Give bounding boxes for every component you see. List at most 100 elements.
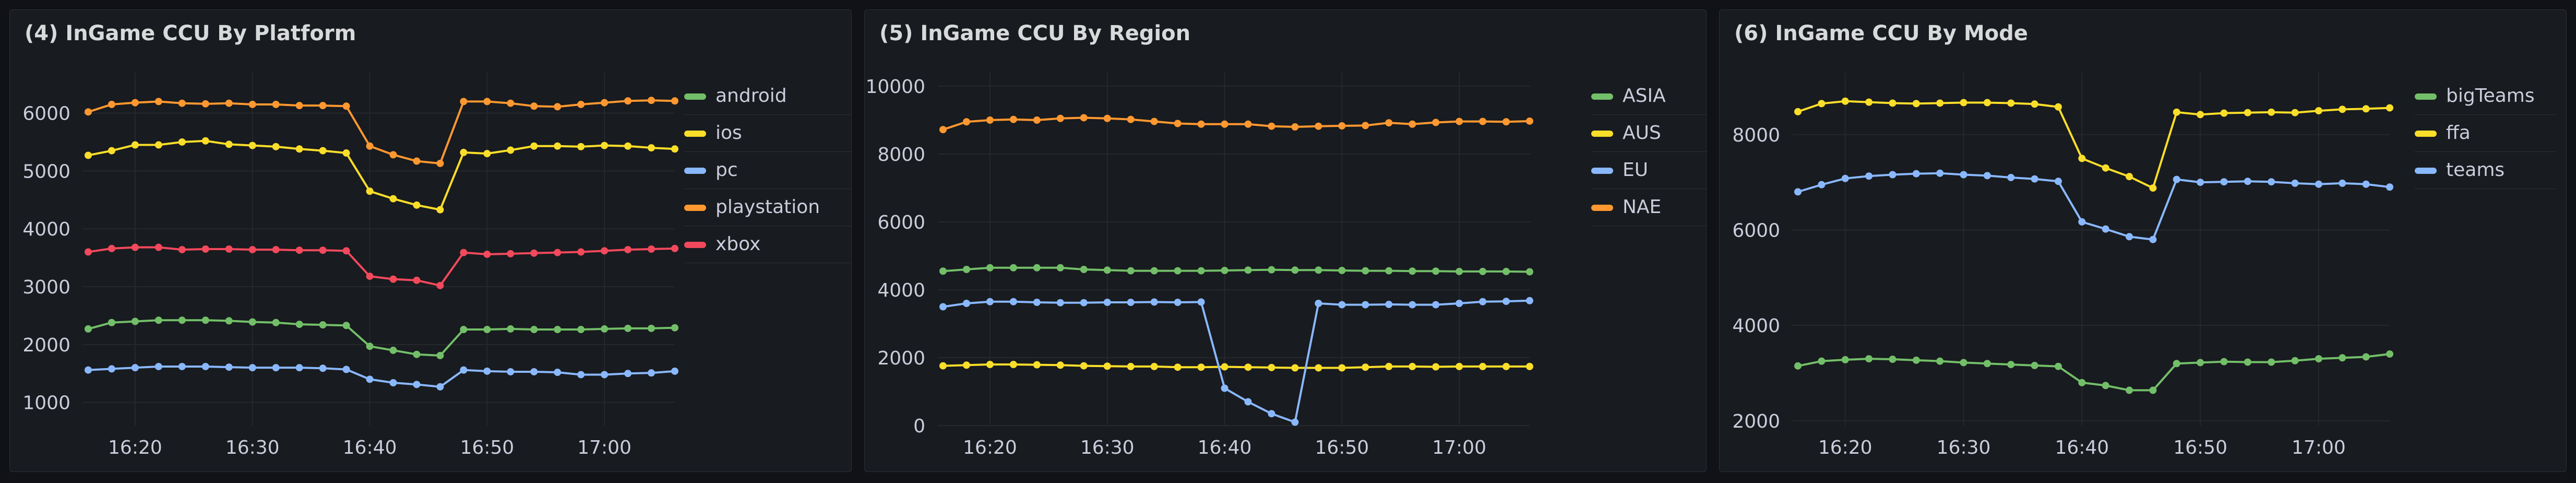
data-point[interactable] xyxy=(1244,363,1252,371)
data-point[interactable] xyxy=(1960,171,1967,179)
data-point[interactable] xyxy=(1315,122,1322,130)
data-point[interactable] xyxy=(1291,123,1299,131)
panel-title[interactable]: (5) InGame CCU By Region xyxy=(879,21,1191,45)
data-point[interactable] xyxy=(2054,362,2062,370)
data-point[interactable] xyxy=(2078,155,2086,162)
data-point[interactable] xyxy=(2291,109,2299,116)
data-point[interactable] xyxy=(2173,360,2180,368)
data-point[interactable] xyxy=(1056,299,1064,307)
data-point[interactable] xyxy=(2362,105,2370,113)
data-point[interactable] xyxy=(108,319,115,326)
data-point[interactable] xyxy=(1479,117,1487,125)
data-point[interactable] xyxy=(436,281,444,289)
data-point[interactable] xyxy=(319,321,327,329)
data-point[interactable] xyxy=(2339,354,2346,362)
data-point[interactable] xyxy=(1268,122,1275,130)
data-point[interactable] xyxy=(319,246,327,254)
data-point[interactable] xyxy=(131,141,139,149)
data-point[interactable] xyxy=(319,102,327,110)
data-point[interactable] xyxy=(624,370,632,378)
data-point[interactable] xyxy=(1479,362,1487,370)
data-point[interactable] xyxy=(1127,115,1135,123)
data-point[interactable] xyxy=(483,326,491,334)
data-point[interactable] xyxy=(507,325,515,333)
series-line-ffa[interactable] xyxy=(1797,100,2390,190)
data-point[interactable] xyxy=(2268,108,2275,116)
legend-item-ffa[interactable]: ffa xyxy=(2415,115,2556,152)
data-point[interactable] xyxy=(671,97,678,105)
data-point[interactable] xyxy=(1103,114,1111,122)
data-point[interactable] xyxy=(2078,379,2086,386)
data-point[interactable] xyxy=(154,243,162,251)
series-line-xbox[interactable] xyxy=(88,246,675,287)
legend-item-eu[interactable]: EU xyxy=(1591,152,1706,189)
series-line-asia[interactable] xyxy=(943,266,1530,273)
data-point[interactable] xyxy=(1526,117,1533,125)
data-point[interactable] xyxy=(2197,359,2204,367)
data-point[interactable] xyxy=(1197,120,1205,128)
data-point[interactable] xyxy=(1197,298,1205,306)
data-point[interactable] xyxy=(436,383,444,391)
data-point[interactable] xyxy=(483,250,491,258)
data-point[interactable] xyxy=(389,151,397,159)
data-point[interactable] xyxy=(1009,298,1017,305)
data-point[interactable] xyxy=(2268,358,2275,366)
data-point[interactable] xyxy=(1794,362,1802,370)
series-line-aus[interactable] xyxy=(943,363,1530,369)
data-point[interactable] xyxy=(342,247,350,255)
data-point[interactable] xyxy=(1033,264,1041,272)
data-point[interactable] xyxy=(178,99,186,107)
data-point[interactable] xyxy=(2007,361,2015,369)
data-point[interactable] xyxy=(1009,361,1017,368)
data-point[interactable] xyxy=(1033,361,1041,369)
data-point[interactable] xyxy=(671,367,678,375)
data-point[interactable] xyxy=(1338,364,1346,372)
data-point[interactable] xyxy=(530,142,538,150)
data-point[interactable] xyxy=(413,157,421,165)
data-point[interactable] xyxy=(342,102,350,110)
data-point[interactable] xyxy=(1936,357,1944,365)
data-point[interactable] xyxy=(483,98,491,105)
data-point[interactable] xyxy=(2031,175,2038,183)
series-line-bigteams[interactable] xyxy=(1797,352,2390,392)
data-point[interactable] xyxy=(1009,264,1017,272)
data-point[interactable] xyxy=(986,264,994,272)
data-point[interactable] xyxy=(2244,358,2251,366)
data-point[interactable] xyxy=(1244,266,1252,274)
series-line-playstation[interactable] xyxy=(88,99,675,164)
data-point[interactable] xyxy=(2339,105,2346,113)
data-point[interactable] xyxy=(1315,364,1322,372)
data-point[interactable] xyxy=(85,248,92,256)
data-point[interactable] xyxy=(1291,364,1299,372)
data-point[interactable] xyxy=(577,100,585,108)
data-point[interactable] xyxy=(1983,172,1991,180)
data-point[interactable] xyxy=(413,276,421,284)
data-point[interactable] xyxy=(1385,267,1393,275)
data-point[interactable] xyxy=(248,246,256,254)
data-point[interactable] xyxy=(1936,169,1944,177)
data-point[interactable] xyxy=(986,361,994,368)
data-point[interactable] xyxy=(2220,358,2228,366)
data-point[interactable] xyxy=(389,195,397,203)
data-point[interactable] xyxy=(1362,301,1369,309)
data-point[interactable] xyxy=(1197,363,1205,371)
data-point[interactable] xyxy=(389,346,397,354)
data-point[interactable] xyxy=(319,364,327,372)
data-point[interactable] xyxy=(648,245,655,253)
data-point[interactable] xyxy=(530,102,538,110)
data-point[interactable] xyxy=(1197,267,1205,275)
data-point[interactable] xyxy=(962,266,970,273)
data-point[interactable] xyxy=(131,243,139,251)
data-point[interactable] xyxy=(108,244,115,252)
data-point[interactable] xyxy=(1103,362,1111,370)
data-point[interactable] xyxy=(342,366,350,373)
data-point[interactable] xyxy=(577,248,585,256)
data-point[interactable] xyxy=(85,108,92,116)
data-point[interactable] xyxy=(2197,179,2204,186)
data-point[interactable] xyxy=(1150,117,1158,125)
data-point[interactable] xyxy=(1315,266,1322,274)
data-point[interactable] xyxy=(2149,235,2157,243)
data-point[interactable] xyxy=(272,143,280,150)
data-point[interactable] xyxy=(1315,300,1322,307)
data-point[interactable] xyxy=(554,326,562,334)
